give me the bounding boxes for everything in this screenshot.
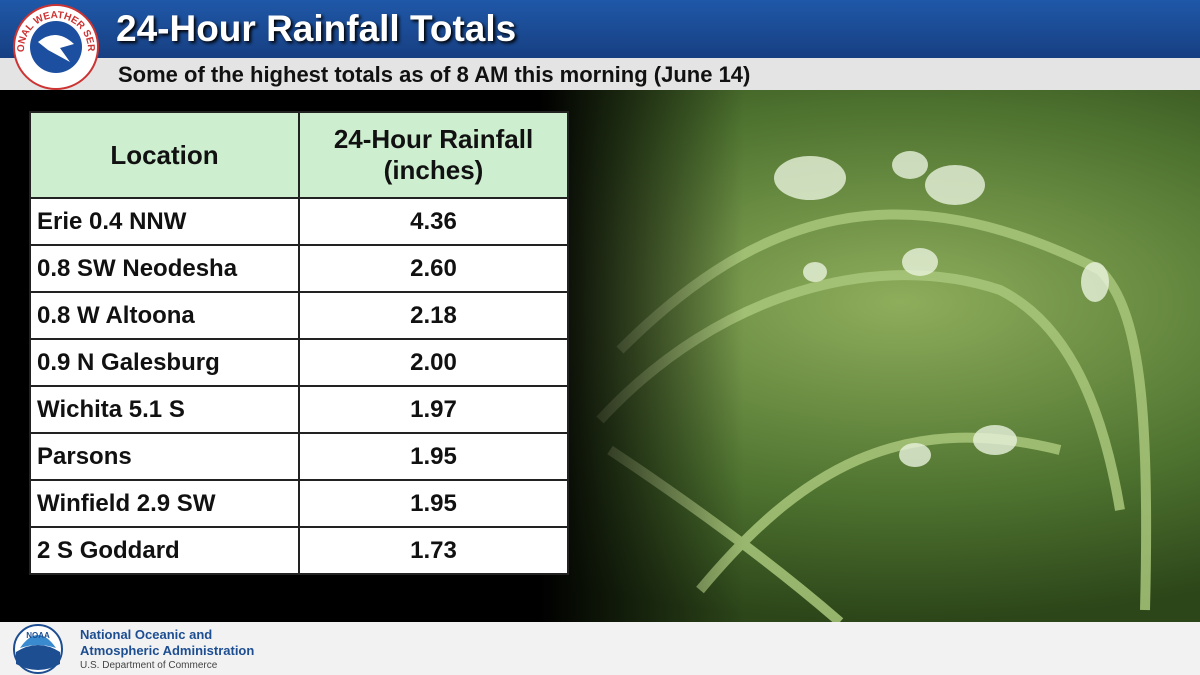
table-row: 0.8 SW Neodesha 2.60 [29,244,569,293]
subtitle: Some of the highest totals as of 8 AM th… [118,62,751,87]
rainfall-cell: 1.95 [298,432,569,481]
rainfall-table: Location 24-Hour Rainfall (inches) Erie … [29,111,569,575]
table-row: Parsons 1.95 [29,432,569,481]
subtitle-bar [0,58,1200,90]
noaa-logo-text: NOAA [26,631,50,640]
noaa-logo: NOAA [13,624,63,674]
department: U.S. Department of Commerce [80,660,218,671]
table-row: Winfield 2.9 SW 1.95 [29,479,569,528]
rainfall-cell: 4.36 [298,197,569,246]
footer [0,622,1200,675]
table-row: Wichita 5.1 S 1.97 [29,385,569,434]
location-cell: Erie 0.4 NNW [29,197,300,246]
location-cell: Wichita 5.1 S [29,385,300,434]
location-cell: 0.9 N Galesburg [29,338,300,387]
org-name: Atmospheric Administration [80,643,255,658]
location-cell: 2 S Goddard [29,526,300,575]
rainfall-cell: 2.60 [298,244,569,293]
column-header: 24-Hour Rainfall (inches) [298,111,569,199]
title: 24-Hour Rainfall Totals [116,8,517,49]
title-bar [0,0,1200,58]
table-row: 0.9 N Galesburg 2.00 [29,338,569,387]
org-name: National Oceanic and [80,627,213,642]
location-cell: Parsons [29,432,300,481]
table-row: 2 S Goddard 1.73 [29,526,569,575]
rainfall-cell: 1.73 [298,526,569,575]
location-cell: 0.8 W Altoona [29,291,300,340]
rainfall-cell: 2.00 [298,338,569,387]
location-cell: Winfield 2.9 SW [29,479,300,528]
rainfall-cell: 1.95 [298,479,569,528]
column-header: Location [29,111,300,199]
rainfall-cell: 1.97 [298,385,569,434]
rainfall-cell: 2.18 [298,291,569,340]
location-cell: 0.8 SW Neodesha [29,244,300,293]
table-row: 0.8 W Altoona 2.18 [29,291,569,340]
nws-logo: NATIONAL WEATHER SERVICE [8,2,99,90]
table-row: Erie 0.4 NNW 4.36 [29,197,569,246]
